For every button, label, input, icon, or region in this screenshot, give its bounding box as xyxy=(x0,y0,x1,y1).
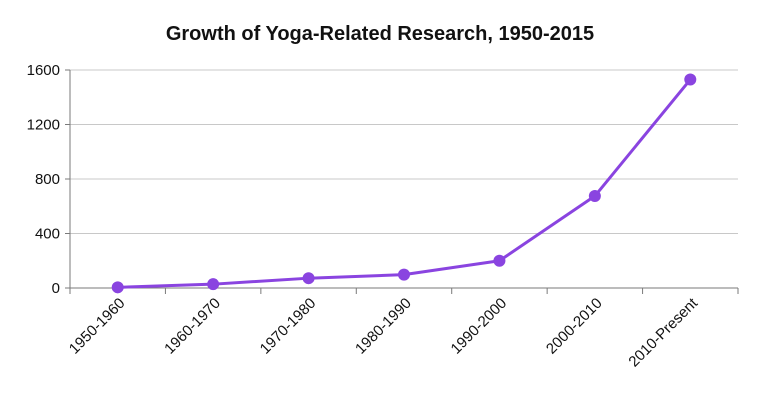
x-tick-label: 2010-Present xyxy=(625,294,701,370)
x-tick-label: 1990-2000 xyxy=(448,295,511,358)
x-tick-labels: 1950-1960 1960-1970 1970-1980 1980-1990 1990… xyxy=(66,294,702,370)
y-tick-label: 1200 xyxy=(27,117,60,134)
data-point xyxy=(111,281,124,294)
data-point xyxy=(493,254,506,267)
data-point xyxy=(684,73,697,86)
data-point xyxy=(398,268,410,281)
x-tick-label: 1980-1990 xyxy=(352,295,415,358)
chart-title: Growth of Yoga-Related Research, 1950-20… xyxy=(166,23,594,45)
x-tick-label: 1950-1960 xyxy=(66,295,129,358)
x-tick-label: 1970-1980 xyxy=(257,295,320,358)
data-point xyxy=(302,272,315,285)
y-tick-labels: 0 400 800 1200 1600 xyxy=(27,62,60,297)
x-tick-label: 1960-1970 xyxy=(161,295,224,358)
data-point xyxy=(207,278,220,291)
data-point xyxy=(588,190,601,203)
grid-lines xyxy=(70,69,738,234)
x-tick-label: 2000-2010 xyxy=(543,295,606,358)
y-tick-label: 400 xyxy=(35,226,60,243)
y-tick-label: 800 xyxy=(35,171,60,188)
series xyxy=(111,73,697,294)
series-line xyxy=(116,78,692,289)
axes xyxy=(65,69,739,294)
y-tick-label: 1600 xyxy=(27,62,60,79)
y-tick-label: 0 xyxy=(52,280,60,297)
